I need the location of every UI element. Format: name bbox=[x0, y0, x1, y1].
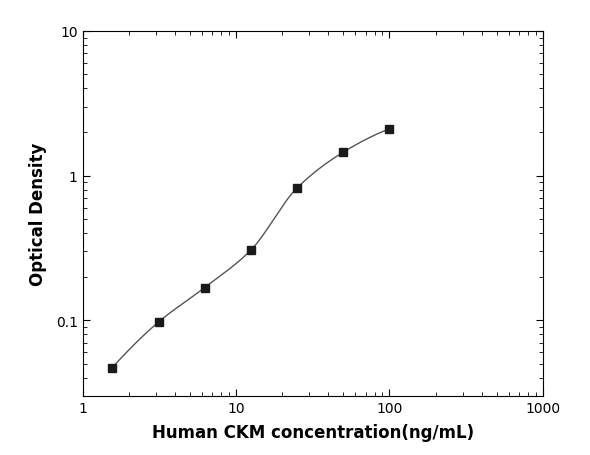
Y-axis label: Optical Density: Optical Density bbox=[30, 142, 47, 285]
X-axis label: Human CKM concentration(ng/mL): Human CKM concentration(ng/mL) bbox=[152, 423, 474, 441]
